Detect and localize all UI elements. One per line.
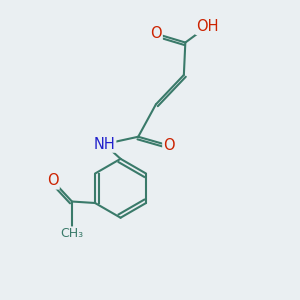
Text: O: O: [163, 138, 175, 153]
Text: NH: NH: [94, 136, 115, 152]
Text: O: O: [150, 26, 162, 41]
Text: CH₃: CH₃: [60, 227, 83, 240]
Text: OH: OH: [196, 19, 219, 34]
Text: O: O: [47, 173, 58, 188]
